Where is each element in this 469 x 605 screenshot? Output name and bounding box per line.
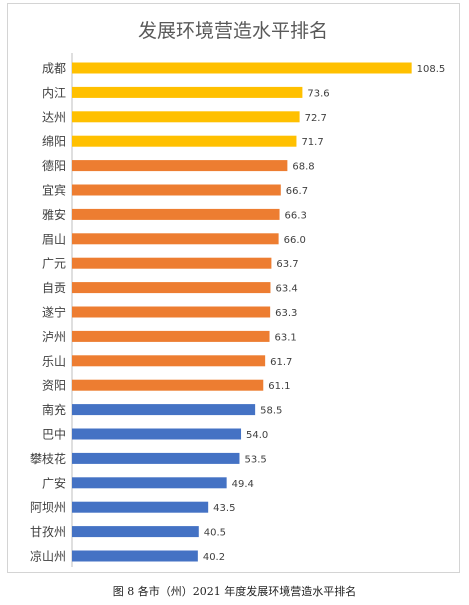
bar — [72, 208, 280, 220]
bar — [72, 233, 279, 245]
category-label: 泸州 — [42, 330, 66, 344]
chart-frame: 发展环境营造水平排名 成都 108.5 内江 73.6 达州 72.7 绵阳 71.7 德阳 68… — [7, 3, 460, 573]
bar — [72, 355, 266, 367]
value-label: 66.3 — [285, 210, 307, 221]
chart-title: 发展环境营造水平排名 — [138, 20, 328, 42]
category-label: 广元 — [42, 257, 66, 271]
category-label: 甘孜州 — [30, 525, 66, 539]
bar — [72, 550, 198, 562]
value-label: 40.5 — [204, 528, 226, 539]
bar — [72, 428, 242, 440]
value-label: 40.2 — [203, 552, 225, 563]
category-label: 阿坝州 — [30, 501, 66, 515]
bar — [72, 62, 412, 74]
value-label: 72.7 — [305, 113, 327, 124]
bar — [72, 452, 240, 464]
value-label: 49.4 — [232, 479, 254, 490]
bar — [72, 111, 300, 123]
value-label: 73.6 — [307, 88, 329, 99]
bar — [72, 306, 271, 318]
value-label: 63.4 — [275, 284, 297, 295]
bars-group: 成都 108.5 内江 73.6 达州 72.7 绵阳 71.7 德阳 68.8 宜宾 66.7 雅安 6… — [30, 62, 445, 564]
value-label: 61.7 — [270, 357, 292, 368]
category-label: 达州 — [42, 110, 66, 124]
category-label: 眉山 — [42, 232, 66, 246]
figure-caption: 图 8 各市（州）2021 年度发展环境营造水平排名 — [112, 585, 357, 598]
bar — [72, 526, 199, 538]
bar — [72, 379, 264, 391]
category-label: 攀枝花 — [30, 451, 66, 466]
category-label: 内江 — [42, 86, 66, 100]
value-label: 68.8 — [292, 162, 314, 173]
bar — [72, 160, 288, 172]
value-label: 71.7 — [301, 137, 323, 148]
value-label: 54.0 — [246, 430, 268, 441]
bar — [72, 404, 256, 416]
bar — [72, 257, 272, 269]
category-label: 宜宾 — [42, 183, 66, 198]
value-label: 63.1 — [275, 332, 297, 343]
value-label: 66.0 — [284, 235, 306, 246]
category-label: 雅安 — [42, 207, 66, 222]
bar-chart: 发展环境营造水平排名 成都 108.5 内江 73.6 达州 72.7 绵阳 71.7 德阳 68… — [30, 20, 445, 567]
category-label: 自贡 — [42, 281, 66, 295]
bar — [72, 86, 303, 98]
value-label: 63.3 — [275, 308, 297, 319]
bar — [72, 135, 297, 147]
category-label: 凉山州 — [30, 549, 66, 564]
bar — [72, 477, 227, 489]
value-label: 43.5 — [213, 503, 235, 514]
bar — [72, 184, 281, 196]
category-label: 广安 — [42, 475, 66, 490]
category-label: 德阳 — [42, 158, 66, 173]
category-label: 巴中 — [42, 427, 66, 442]
bar — [72, 282, 271, 294]
value-label: 53.5 — [244, 454, 266, 465]
category-label: 遂宁 — [42, 305, 66, 320]
category-label: 资阳 — [42, 379, 66, 393]
value-label: 108.5 — [417, 64, 446, 75]
value-label: 61.1 — [268, 381, 290, 392]
category-label: 绵阳 — [42, 135, 66, 149]
category-label: 乐山 — [42, 354, 66, 368]
bar — [72, 330, 270, 342]
bar — [72, 501, 209, 513]
category-label: 南充 — [42, 402, 66, 417]
value-label: 63.7 — [276, 259, 298, 270]
value-label: 66.7 — [286, 186, 308, 197]
category-label: 成都 — [42, 62, 66, 76]
value-label: 58.5 — [260, 406, 282, 417]
